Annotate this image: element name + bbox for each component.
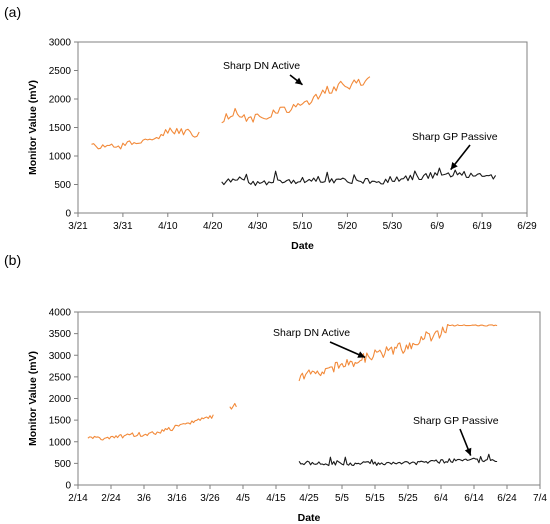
x-axis-title: Date <box>298 512 321 524</box>
x-tick-label: 4/5 <box>236 493 250 504</box>
annotation-arrowhead <box>464 447 472 456</box>
annotation-arrowhead <box>450 162 458 170</box>
x-tick-label: 3/21 <box>68 221 88 232</box>
y-tick-label: 2500 <box>49 66 72 77</box>
x-tick-label: 3/16 <box>167 493 187 504</box>
y-tick-label: 500 <box>54 180 71 191</box>
x-tick-label: 5/25 <box>398 493 418 504</box>
annotation-label: Sharp DN Active <box>273 327 350 339</box>
x-axis-title: Date <box>291 240 314 252</box>
y-tick-label: 1000 <box>49 152 72 163</box>
y-tick-label: 500 <box>54 459 71 470</box>
y-tick-label: 4000 <box>49 308 72 319</box>
y-tick-label: 2000 <box>49 95 72 106</box>
series-line <box>298 323 498 382</box>
x-tick-label: 5/15 <box>365 493 385 504</box>
annotation-arrowhead <box>357 351 366 358</box>
y-tick-label: 1500 <box>49 123 72 134</box>
x-tick-label: 3/26 <box>200 493 220 504</box>
x-tick-label: 6/14 <box>464 493 484 504</box>
y-axis-title: Monitor Value (mV) <box>27 351 39 446</box>
x-tick-label: 4/30 <box>248 221 268 232</box>
x-tick-label: 5/30 <box>383 221 403 232</box>
panel-label-a: (a) <box>4 4 22 20</box>
x-tick-label: 6/4 <box>434 493 448 504</box>
y-tick-label: 1000 <box>49 437 72 448</box>
chart-a: 0 500 1000 1500 2000 2500 3000 3/21 3/31 4/10 4/20… <box>27 38 537 253</box>
x-tick-label: 4/10 <box>158 221 178 232</box>
panel-label-b: (b) <box>4 252 22 268</box>
y-tick-label: 0 <box>65 481 71 492</box>
y-tick-label: 0 <box>65 209 71 220</box>
x-tick-label: 3/6 <box>137 493 151 504</box>
plot-frame <box>77 41 528 214</box>
x-tick-label: 3/31 <box>113 221 133 232</box>
y-axis-title: Monitor Value (mV) <box>27 80 39 175</box>
annotation-label: Sharp GP Passive <box>412 131 498 143</box>
x-tick-label: 2/24 <box>101 493 121 504</box>
y-tick-label: 1500 <box>49 416 72 427</box>
y-tick-label: 3000 <box>49 351 72 362</box>
x-tick-label: 6/24 <box>497 493 517 504</box>
y-tick-label: 2000 <box>49 394 72 405</box>
x-tick-label: 5/20 <box>338 221 358 232</box>
annotation-label: Sharp DN Active <box>223 60 300 72</box>
annotation-label: Sharp GP Passive <box>413 415 499 427</box>
series-line <box>221 76 371 124</box>
series-line <box>221 167 497 187</box>
series-line <box>91 127 200 150</box>
x-tick-label: 6/29 <box>517 221 537 232</box>
x-tick-label: 6/9 <box>430 221 444 232</box>
x-tick-label: 4/25 <box>299 493 319 504</box>
y-tick-label: 3500 <box>49 329 72 340</box>
annotation-arrowhead <box>294 77 303 85</box>
x-tick-label: 5/10 <box>293 221 313 232</box>
x-tick-label: 7/4 <box>533 493 547 504</box>
x-tick-label: 6/19 <box>472 221 492 232</box>
series-line <box>229 402 237 410</box>
y-tick-label: 3000 <box>49 38 72 49</box>
chart-b: 0 500 1000 1500 2000 2500 3000 3500 4000 2/14 2/24… <box>27 308 547 524</box>
y-tick-label: 2500 <box>49 372 72 383</box>
series-line <box>87 414 214 441</box>
series-line <box>298 453 498 467</box>
x-tick-label: 4/20 <box>203 221 223 232</box>
x-tick-label: 5/5 <box>335 493 349 504</box>
x-tick-label: 2/14 <box>68 493 88 504</box>
x-tick-label: 4/15 <box>266 493 286 504</box>
